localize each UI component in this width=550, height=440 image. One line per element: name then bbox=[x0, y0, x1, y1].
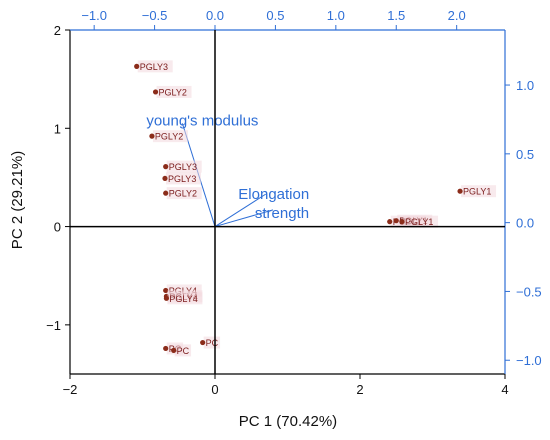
score-label-highlight bbox=[166, 187, 202, 200]
score-point bbox=[163, 295, 170, 301]
score-label: PGLY3 bbox=[140, 62, 168, 72]
score-point bbox=[399, 219, 405, 225]
top-tick-label: 1.0 bbox=[327, 8, 345, 23]
loading-label: young's modulus bbox=[146, 112, 258, 129]
loading-vectors: young's modulus Elongation strength bbox=[146, 112, 309, 228]
x-tick-label: 2 bbox=[356, 382, 363, 397]
score-label: PGLY2 bbox=[169, 189, 197, 199]
score-label-highlight bbox=[174, 344, 192, 357]
score-point bbox=[163, 287, 169, 294]
score-point bbox=[149, 133, 155, 139]
score-label-highlight bbox=[166, 160, 202, 173]
score-label: PGLY3 bbox=[169, 162, 197, 172]
loading-label: Elongation bbox=[238, 186, 309, 203]
score-point bbox=[152, 89, 159, 95]
top-tick-label: 0.5 bbox=[266, 8, 284, 23]
y-tick-label: 0 bbox=[54, 220, 61, 235]
right-tick-label: −1.0 bbox=[516, 353, 542, 368]
score-label-highlight bbox=[203, 336, 221, 349]
score-label-highlight bbox=[461, 185, 497, 198]
score-point bbox=[171, 347, 177, 354]
score-label-highlight bbox=[152, 130, 188, 143]
top-tick-label: −0.5 bbox=[142, 8, 168, 23]
right-tick-label: 0.0 bbox=[516, 216, 534, 231]
score-point bbox=[163, 345, 169, 352]
top-tick-label: 0.0 bbox=[206, 8, 224, 23]
right-tick-label: −0.5 bbox=[516, 284, 542, 299]
score-label: PGLY1 bbox=[463, 187, 491, 197]
score-point bbox=[457, 188, 463, 194]
score-label-highlight bbox=[403, 215, 439, 228]
y-axis-title: PC 2 (29.21%) bbox=[9, 151, 26, 249]
score-point bbox=[393, 218, 399, 224]
score-point bbox=[163, 164, 169, 170]
score-label: PGLY3 bbox=[168, 174, 196, 184]
x-axis-title: PC 1 (70.42%) bbox=[239, 413, 337, 430]
score-point bbox=[387, 219, 393, 225]
score-label: PGLY4 bbox=[169, 294, 197, 304]
top-tick-label: 2.0 bbox=[448, 8, 466, 23]
score-label-highlight bbox=[137, 60, 173, 73]
loading-label: strength bbox=[255, 205, 309, 222]
score-label-highlight bbox=[167, 292, 203, 305]
score-point bbox=[200, 339, 206, 346]
score-label: PGLY1 bbox=[405, 217, 433, 227]
x-tick-label: 0 bbox=[211, 382, 218, 397]
score-label-highlight bbox=[156, 85, 192, 98]
score-point bbox=[162, 175, 168, 182]
top-tick-label: −1.0 bbox=[81, 8, 107, 23]
score-label: PGLY2 bbox=[159, 87, 187, 97]
y-tick-label: −1 bbox=[46, 318, 61, 333]
loading-vector bbox=[214, 193, 267, 227]
score-label: PC bbox=[206, 338, 219, 348]
top-tick-label: 1.5 bbox=[387, 8, 405, 23]
score-point bbox=[163, 190, 169, 196]
score-label: PC bbox=[177, 346, 190, 356]
right-tick-label: 0.5 bbox=[516, 147, 534, 162]
y-tick-label: 2 bbox=[54, 23, 61, 38]
x-tick-label: 4 bbox=[501, 382, 508, 397]
axes: −2 0 2 4 −1 0 1 2 −1.0 −0.5 0.0 0.5 1.0 1.5 2.0 −1.0 −0.… bbox=[46, 8, 542, 397]
score-label-highlight bbox=[165, 172, 201, 185]
y-tick-label: 1 bbox=[54, 121, 61, 136]
x-tick-label: −2 bbox=[63, 382, 78, 397]
score-label: PGLY2 bbox=[155, 132, 183, 142]
score-point bbox=[134, 63, 140, 69]
loading-vector bbox=[214, 209, 274, 228]
right-tick-label: 1.0 bbox=[516, 78, 534, 93]
score-points: PGLY3 PGLY2 PGLY2 PGLY3 PGLY3 PGLY2 PGLY1 PGLY1… bbox=[134, 60, 497, 357]
